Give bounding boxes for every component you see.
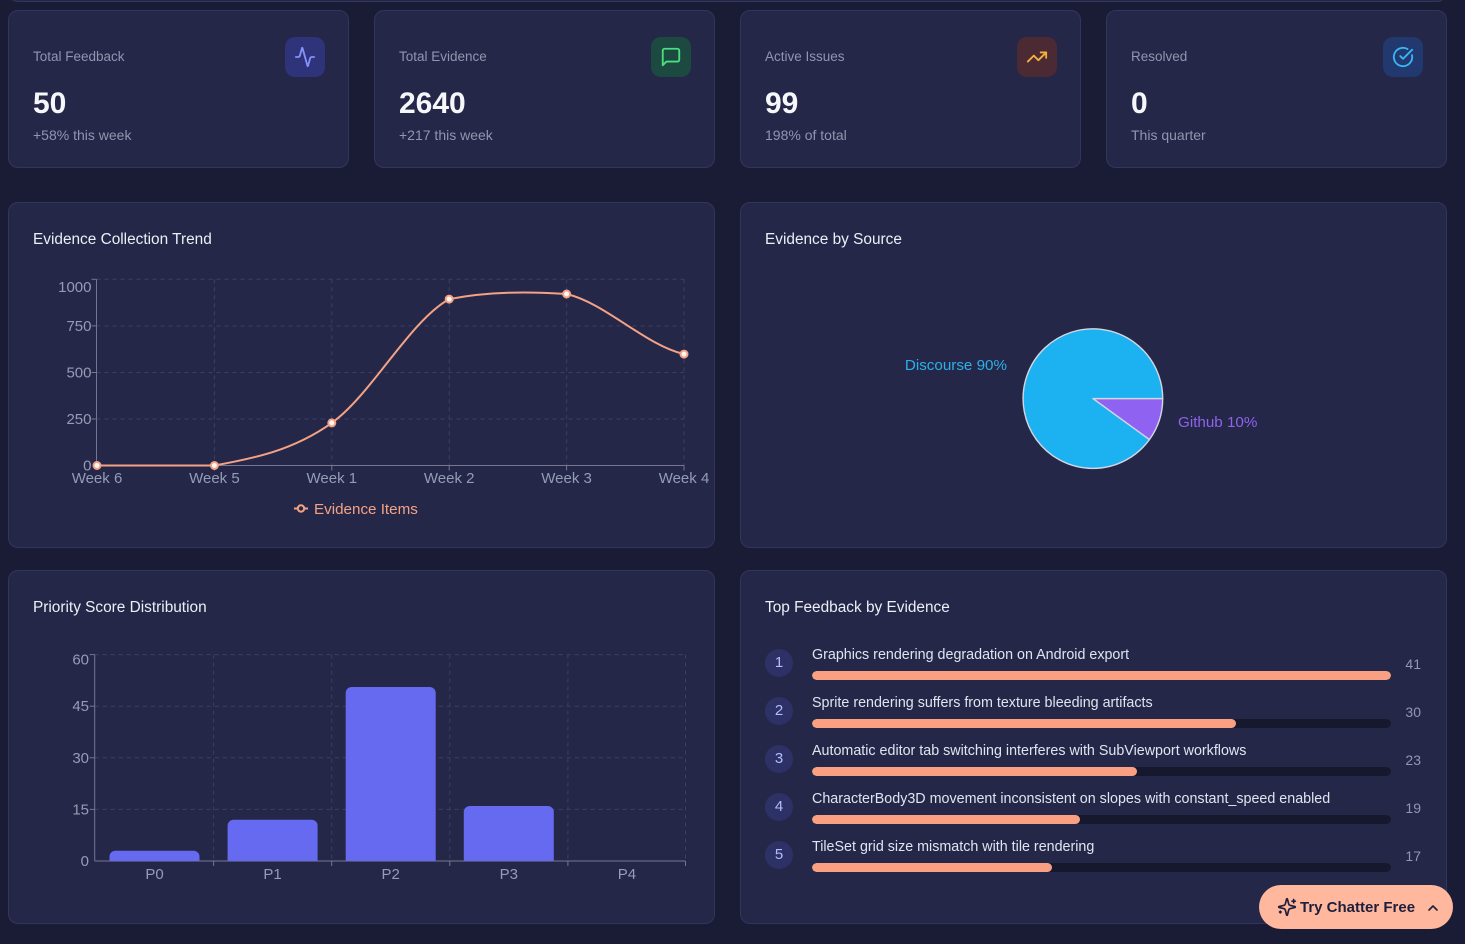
svg-text:250: 250 [66, 411, 91, 428]
svg-text:0: 0 [81, 853, 89, 870]
svg-text:30: 30 [72, 750, 89, 767]
svg-text:Week 5: Week 5 [189, 470, 240, 487]
svg-text:Evidence Items: Evidence Items [314, 501, 418, 518]
svg-text:60: 60 [72, 652, 89, 669]
svg-text:Week 2: Week 2 [424, 470, 475, 487]
svg-text:Week 4: Week 4 [659, 470, 710, 487]
svg-text:750: 750 [66, 318, 91, 335]
svg-text:45: 45 [72, 698, 89, 715]
svg-text:P4: P4 [618, 866, 636, 883]
svg-text:15: 15 [72, 801, 89, 818]
svg-text:Week 3: Week 3 [541, 470, 592, 487]
svg-text:Week 1: Week 1 [307, 470, 358, 487]
svg-text:P3: P3 [500, 866, 518, 883]
svg-text:Week 6: Week 6 [72, 470, 123, 487]
svg-text:1000: 1000 [58, 279, 91, 296]
svg-text:0: 0 [83, 458, 91, 475]
svg-text:P0: P0 [145, 866, 163, 883]
svg-text:500: 500 [66, 365, 91, 382]
svg-text:P2: P2 [382, 866, 400, 883]
svg-text:Discourse 90%: Discourse 90% [905, 357, 1007, 374]
svg-text:Github 10%: Github 10% [1178, 414, 1257, 431]
svg-text:P1: P1 [263, 866, 281, 883]
